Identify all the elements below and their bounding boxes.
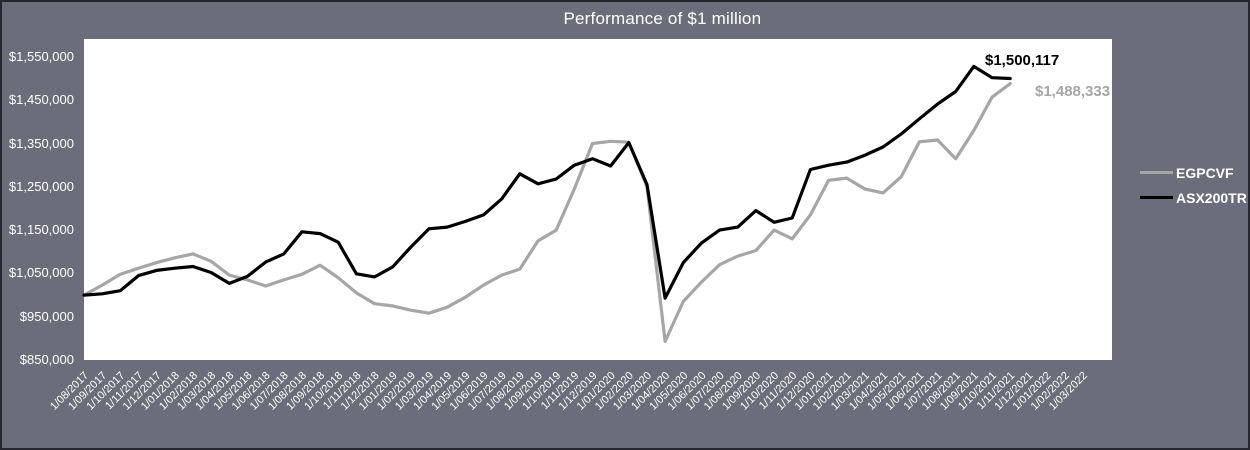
x-axis-tick-label: 1/12/2021 (992, 370, 1035, 413)
legend: EGPCVF ASX200TR (1140, 160, 1248, 210)
x-axis-tick-label: 1/02/2021 (811, 370, 854, 413)
x-axis-tick-label: 1/02/2018 (157, 370, 200, 413)
x-axis-tick-label: 1/04/2021 (847, 370, 890, 413)
x-axis-tick-label: 1/01/2022 (1011, 370, 1054, 413)
y-axis-tick-label: $1,450,000 (8, 92, 74, 108)
x-axis-tick-label: 1/02/2020 (593, 370, 636, 413)
y-axis-tick-label: $950,000 (19, 308, 74, 324)
x-axis-tick-label: 1/10/2021 (956, 370, 999, 413)
y-axis-tick-label: $1,550,000 (8, 48, 74, 64)
y-axis-tick-label: $1,350,000 (8, 135, 74, 151)
x-axis-tick-label: 1/04/2019 (411, 370, 454, 413)
x-axis-tick-label: 1/12/2020 (774, 370, 817, 413)
x-axis-tick-label: 1/05/2020 (647, 370, 690, 413)
legend-label-egpcvf: EGPCVF (1176, 164, 1234, 181)
x-axis-tick-label: 1/04/2020 (629, 370, 672, 413)
y-axis-labels: $1,550,000 $1,450,000 $1,350,000 $1,250,000… (2, 2, 80, 448)
x-axis-tick-label: 1/03/2018 (175, 370, 218, 413)
x-axis-tick-label: 1/05/2018 (211, 370, 254, 413)
x-axis-tick-label: 1/03/2020 (611, 370, 654, 413)
y-axis-tick-label: $1,050,000 (8, 265, 74, 281)
x-axis-tick-label: 1/10/2018 (302, 370, 345, 413)
x-axis-tick-label: 1/08/2020 (702, 370, 745, 413)
legend-item-asx200tr: ASX200TR (1140, 185, 1248, 210)
x-axis-tick-label: 1/05/2021 (865, 370, 908, 413)
x-axis-tick-label: 1/03/2022 (1047, 370, 1090, 413)
x-axis-tick-label: 1/06/2021 (883, 370, 926, 413)
x-axis-tick-label: 1/03/2021 (829, 370, 872, 413)
egpcvf-line-swatch-icon (1140, 171, 1173, 174)
x-axis-tick-label: 1/06/2018 (230, 370, 273, 413)
y-axis-tick-label: $1,250,000 (8, 178, 74, 194)
x-axis-tick-label: 1/01/2021 (793, 370, 836, 413)
x-axis-tick-label: 1/12/2017 (121, 370, 164, 413)
x-axis-tick-label: 1/12/2019 (557, 370, 600, 413)
x-axis-tick-label: 1/11/2019 (539, 370, 582, 413)
x-axis-tick-label: 1/06/2020 (665, 370, 708, 413)
x-axis-tick-label: 1/05/2019 (429, 370, 472, 413)
x-axis-tick-label: 1/12/2018 (339, 370, 382, 413)
chart-title: Performance of $1 million (563, 9, 762, 28)
x-axis-tick-label: 1/02/2022 (1029, 370, 1072, 413)
x-axis-tick-label: 1/01/2019 (357, 370, 400, 413)
asx200tr-line-swatch-icon (1140, 196, 1173, 199)
x-axis-tick-label: 1/10/2020 (738, 370, 781, 413)
y-axis-tick-label: $850,000 (19, 352, 74, 367)
x-axis-tick-label: 1/01/2020 (575, 370, 618, 413)
x-axis-tick-label: 1/10/2019 (520, 370, 563, 413)
x-axis-tick-label: 1/02/2019 (375, 370, 418, 413)
plot-area (84, 39, 1112, 360)
end-label-egpcvf: $1,488,333 (1035, 83, 1111, 100)
x-axis-tick-label: 1/07/2019 (466, 370, 509, 413)
x-axis-tick-label: 1/09/2018 (284, 370, 327, 413)
legend-label-asx200tr: ASX200TR (1176, 189, 1247, 206)
x-axis-tick-label: 1/01/2018 (139, 370, 182, 413)
x-axis-tick-label: 1/06/2019 (448, 370, 491, 413)
x-axis-tick-label: 1/07/2020 (684, 370, 727, 413)
legend-item-egpcvf: EGPCVF (1140, 160, 1248, 185)
x-axis-tick-label: 1/09/2019 (502, 370, 545, 413)
x-axis-tick-label: 1/11/2020 (757, 370, 800, 413)
x-axis-tick-label: 1/11/2021 (975, 370, 1018, 413)
x-axis-tick-label: 1/07/2018 (248, 370, 291, 413)
x-axis-tick-label: 1/03/2019 (393, 370, 436, 413)
y-axis-tick-label: $1,150,000 (8, 222, 74, 238)
x-axis-tick-label: 1/09/2021 (938, 370, 981, 413)
x-axis-tick-label: 1/08/2021 (920, 370, 963, 413)
x-axis-tick-label: 1/09/2020 (720, 370, 763, 413)
end-label-asx200tr: $1,500,117 (985, 52, 1060, 69)
x-axis-tick-label: 1/08/2019 (484, 370, 527, 413)
x-axis-tick-label: 1/08/2018 (266, 370, 309, 413)
x-axis-tick-label: 1/04/2018 (193, 370, 236, 413)
x-axis-tick-label: 1/10/2017 (84, 370, 127, 413)
x-axis-tick-label: 1/11/2018 (321, 370, 364, 413)
x-axis-tick-label: 1/11/2017 (103, 370, 146, 413)
x-axis-tick-label: 1/07/2021 (902, 370, 945, 413)
